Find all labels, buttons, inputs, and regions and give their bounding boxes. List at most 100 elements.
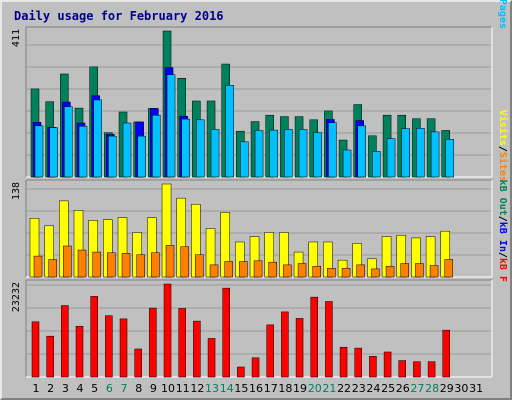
x-tick-label: 9 <box>150 382 157 395</box>
bar-kbf <box>442 329 451 378</box>
bar-kbf <box>237 366 245 378</box>
bar-kbf <box>105 315 113 378</box>
x-tick-label: 11 <box>176 382 190 395</box>
legend-entry: / <box>497 216 508 222</box>
legend-entry: Pages <box>497 0 508 29</box>
legend-entry: kB Out <box>497 180 508 216</box>
bar-sites <box>151 252 160 278</box>
bar-kbf <box>325 301 333 378</box>
bar-sites <box>297 263 307 278</box>
legend-entry: Visits <box>497 110 509 146</box>
bar-pages <box>401 128 410 178</box>
bar-pages <box>108 135 117 178</box>
bar-kbf <box>207 338 216 378</box>
legend-entry: / <box>497 252 508 258</box>
bar-sites <box>239 261 248 278</box>
x-tick-label: 4 <box>77 382 84 395</box>
bar-sites <box>48 259 57 278</box>
bar-kbf <box>398 360 406 378</box>
bar-sites <box>429 265 439 278</box>
bar-pages <box>64 106 73 178</box>
bar-sites <box>195 254 204 278</box>
bar-pages <box>210 129 220 178</box>
bar-pages <box>196 119 205 178</box>
bar-pages <box>386 138 396 178</box>
x-tick-label: 30 <box>454 382 468 395</box>
legend-hits-files-pages: Hits/Files/Pages <box>497 0 509 29</box>
bar-sites <box>385 265 395 278</box>
bar-sites <box>77 249 87 278</box>
bar-sites <box>92 251 101 278</box>
bar-kbf <box>61 305 69 378</box>
legend-kbytes: kB Out/kB In/kB F <box>497 180 508 282</box>
bar-pages <box>328 122 337 178</box>
bar-sites <box>268 261 277 278</box>
legend-entry: kB In <box>497 222 508 252</box>
bar-sites <box>341 267 351 278</box>
x-tick-label: 18 <box>278 382 292 395</box>
x-tick-label: 5 <box>91 382 98 395</box>
bar-kbf <box>90 296 98 378</box>
bar-sites <box>283 264 292 278</box>
bar-kbf <box>149 307 157 378</box>
bar-kbf <box>193 320 201 378</box>
x-tick-label: 6 <box>106 382 113 395</box>
bar-kbf <box>427 361 436 378</box>
y-max-label-kbytes: 23232 <box>11 282 22 312</box>
bar-kbf <box>31 321 40 378</box>
x-tick-label: 14 <box>220 382 234 395</box>
bar-kbf <box>46 335 54 378</box>
bar-kbf <box>178 308 186 378</box>
bar-pages <box>445 139 455 178</box>
bar-sites <box>400 263 409 278</box>
bar-kbf <box>383 351 392 378</box>
bar-kbf <box>163 283 172 378</box>
x-tick-label: 23 <box>352 382 366 395</box>
bar-pages <box>240 141 249 178</box>
x-tick-label: 17 <box>264 382 278 395</box>
bar-sites <box>224 261 233 278</box>
bar-pages <box>225 85 234 178</box>
bar-kbf <box>354 347 362 378</box>
x-tick-label: 26 <box>396 382 410 395</box>
x-tick-label: 15 <box>234 382 248 395</box>
x-tick-label: 22 <box>337 382 351 395</box>
bar-kbf <box>295 318 304 378</box>
bar-kbf <box>310 296 318 378</box>
y-max-label-visits-sites: 138 <box>11 182 22 200</box>
bar-kbf <box>339 346 348 378</box>
x-tick-label: 28 <box>425 382 439 395</box>
bar-kbf <box>281 311 289 378</box>
bar-sites <box>121 253 131 278</box>
bar-sites <box>327 267 336 278</box>
bar-pages <box>49 127 58 178</box>
bar-kbf <box>134 348 142 378</box>
bar-kbf <box>251 357 260 378</box>
bar-pages <box>137 135 146 178</box>
bar-sites <box>209 264 219 278</box>
bar-pages <box>269 129 278 178</box>
x-tick-label: 13 <box>205 382 219 395</box>
bar-kbf <box>413 361 421 378</box>
bar-pages <box>152 114 161 178</box>
x-tick-label: 31 <box>469 382 483 395</box>
legend-entry: kB F <box>497 258 508 282</box>
bar-kbf <box>75 325 84 378</box>
bar-pages <box>34 125 44 178</box>
x-tick-label: 25 <box>381 382 395 395</box>
chart-title: Daily usage for February 2016 <box>14 9 224 23</box>
bar-sites <box>312 265 321 278</box>
bar-sites <box>63 245 72 278</box>
x-tick-label: 2 <box>47 382 54 395</box>
bar-pages <box>298 129 308 178</box>
bar-pages <box>93 99 102 178</box>
bar-pages <box>357 125 366 178</box>
bar-pages <box>372 151 381 178</box>
legend-entry: / <box>497 146 508 152</box>
bar-sites <box>415 263 424 278</box>
x-tick-label: 7 <box>121 382 128 395</box>
bar-pages <box>284 129 293 178</box>
legend-visits-sites: Visits/Sites <box>497 110 509 182</box>
bar-pages <box>181 118 190 178</box>
